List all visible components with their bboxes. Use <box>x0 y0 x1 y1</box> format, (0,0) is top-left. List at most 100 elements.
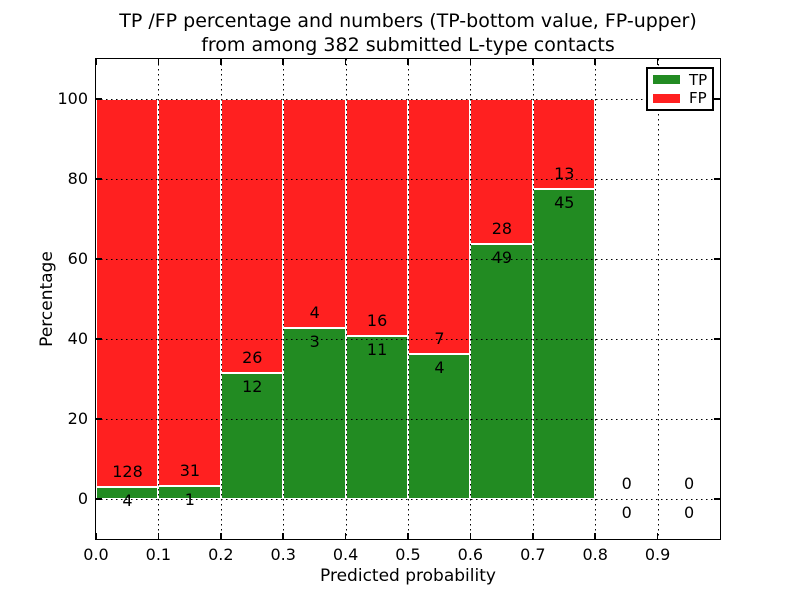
x-tick-label: 0.5 <box>395 545 421 564</box>
x-tick-mark <box>344 533 347 539</box>
y-tick-mark <box>96 98 102 100</box>
x-gridline <box>158 59 160 539</box>
x-tick-mark-top <box>220 59 222 65</box>
legend-item-tp: TP <box>648 72 712 88</box>
x-tick-mark <box>469 533 472 539</box>
x-tick-mark <box>594 533 596 539</box>
x-tick-label: 0.7 <box>520 545 546 564</box>
fp-count-label: 31 <box>179 461 201 481</box>
fp-count-label: 28 <box>491 219 513 239</box>
x-axis-label: Predicted probability <box>320 566 496 586</box>
tp-count-label: 0 <box>684 503 695 522</box>
y-tick-label: 60 <box>67 249 88 268</box>
fp-count-label: 16 <box>366 311 388 331</box>
x-tick-label: 0.4 <box>332 545 359 564</box>
x-gridline <box>470 59 472 539</box>
x-tick-mark-top <box>594 59 596 65</box>
fp-count-label: 4 <box>309 302 320 322</box>
x-gridline <box>408 59 409 539</box>
x-tick-label: 0.9 <box>644 545 671 564</box>
x-tick-label: 0.1 <box>145 545 172 564</box>
tp-count-label: 1 <box>184 490 195 510</box>
x-tick-mark-top <box>656 59 659 65</box>
legend-item-fp: FP <box>648 90 712 106</box>
x-tick-mark <box>407 533 409 539</box>
x-tick-mark-top <box>469 59 472 65</box>
chart-title-line2: from among 382 submitted L-type contacts <box>201 34 615 56</box>
y-tick-label: 0 <box>77 489 88 508</box>
chart-title: TP /FP percentage and numbers (TP-bottom… <box>96 9 720 57</box>
x-tick-mark <box>157 533 160 539</box>
y-tick-mark-right <box>714 338 720 340</box>
y-tick-mark <box>96 338 102 340</box>
x-tick-label: 0.8 <box>582 545 608 564</box>
y-tick-mark-right <box>714 418 720 420</box>
chart-title-line1: TP /FP percentage and numbers (TP-bottom… <box>119 10 697 32</box>
x-tick-mark <box>95 533 97 539</box>
x-gridline <box>345 59 347 539</box>
y-tick-mark <box>96 498 102 500</box>
x-tick-mark <box>656 533 659 539</box>
x-tick-label: 0.2 <box>208 545 234 564</box>
y-tick-label: 80 <box>67 169 88 188</box>
fp-count-label: 128 <box>112 461 143 481</box>
tp-color-swatch <box>653 75 680 85</box>
y-tick-mark-right <box>714 498 720 500</box>
tp-count-label: 49 <box>491 248 513 268</box>
fp-bar-segment <box>532 99 596 189</box>
tp-bar-segment <box>345 336 408 499</box>
tp-bar-segment <box>283 327 346 499</box>
fp-count-label: 0 <box>621 474 632 493</box>
legend-label-tp: TP <box>689 70 708 89</box>
y-axis-label: Percentage <box>37 251 57 347</box>
fp-bar-segment <box>470 99 533 245</box>
y-tick-mark-right <box>714 98 720 100</box>
tp-count-label: 0 <box>621 503 632 522</box>
x-tick-label: 0.3 <box>270 545 296 564</box>
fp-bar-segment <box>345 99 408 337</box>
tp-count-label: 4 <box>122 490 133 510</box>
x-tick-label: 0.0 <box>83 545 109 564</box>
fp-count-label: 13 <box>554 163 575 183</box>
tp-count-label: 11 <box>366 340 388 360</box>
x-tick-mark <box>532 533 534 539</box>
y-tick-mark <box>96 258 102 260</box>
y-tick-mark-right <box>714 258 720 260</box>
fp-bar-segment <box>283 99 346 328</box>
tp-count-label: 3 <box>309 331 320 351</box>
y-tick-label: 40 <box>67 329 88 348</box>
fp-color-swatch <box>653 93 680 103</box>
x-tick-label: 0.6 <box>457 545 484 564</box>
fp-bar-segment <box>220 99 284 373</box>
y-tick-mark <box>96 178 102 180</box>
legend-label-fp: FP <box>689 89 707 108</box>
x-tick-mark-top <box>344 59 347 65</box>
fp-bar-segment <box>158 99 221 487</box>
fp-count-label: 0 <box>684 474 695 493</box>
tp-count-label: 45 <box>554 192 575 212</box>
x-gridline <box>532 59 534 539</box>
tp-bar-segment <box>532 188 596 499</box>
x-tick-mark-top <box>407 59 409 65</box>
y-tick-label: 100 <box>57 89 88 108</box>
tp-bar-segment <box>470 244 533 499</box>
x-tick-mark-top <box>157 59 160 65</box>
tp-count-label: 12 <box>242 376 263 396</box>
x-gridline <box>283 59 285 539</box>
tp-bar-segment <box>408 353 471 499</box>
tp-bar-segment <box>96 486 159 499</box>
x-tick-mark-top <box>532 59 534 65</box>
fp-bar-segment <box>96 99 159 487</box>
y-tick-mark <box>96 418 102 420</box>
x-tick-mark <box>282 533 284 539</box>
fp-count-label: 26 <box>242 347 263 367</box>
y-tick-mark-right <box>714 178 720 180</box>
x-tick-mark-top <box>95 59 97 65</box>
fp-count-label: 7 <box>434 328 445 348</box>
fp-bar-segment <box>408 99 471 354</box>
x-tick-mark-top <box>282 59 284 65</box>
x-tick-mark <box>220 533 222 539</box>
x-gridline <box>657 59 659 539</box>
x-gridline <box>595 59 597 539</box>
